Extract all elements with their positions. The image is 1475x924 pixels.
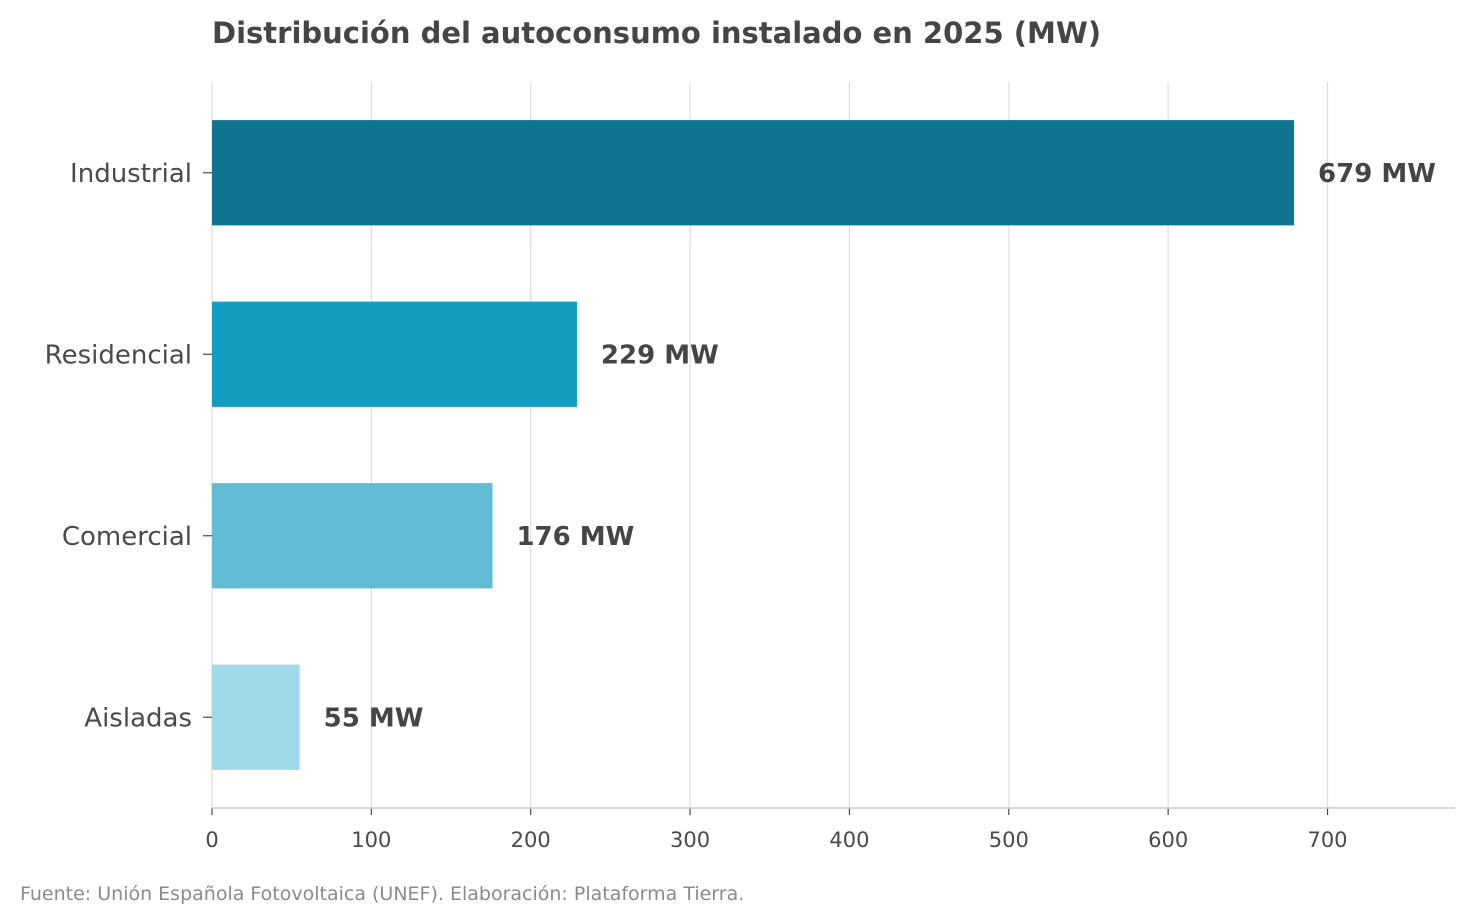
bar-industrial bbox=[212, 120, 1295, 226]
x-tick-label: 400 bbox=[829, 828, 869, 852]
bar-comercial bbox=[212, 483, 493, 589]
category-label: Industrial bbox=[70, 159, 192, 189]
x-tick-label: 600 bbox=[1148, 828, 1188, 852]
x-tick-label: 200 bbox=[511, 828, 551, 852]
chart-title: Distribución del autoconsumo instalado e… bbox=[212, 16, 1101, 50]
x-tick-label: 300 bbox=[670, 828, 710, 852]
category-label: Aisladas bbox=[84, 703, 192, 733]
bar-residencial bbox=[212, 301, 577, 407]
category-label: Comercial bbox=[62, 522, 192, 552]
data-label: 55 MW bbox=[324, 703, 424, 733]
data-label: 679 MW bbox=[1318, 159, 1436, 189]
x-tick-label: 100 bbox=[351, 828, 391, 852]
x-tick-label: 700 bbox=[1307, 828, 1347, 852]
data-label: 176 MW bbox=[516, 522, 634, 552]
bar-aisladas bbox=[212, 664, 300, 770]
x-tick-label: 500 bbox=[989, 828, 1029, 852]
x-tick-label: 0 bbox=[205, 828, 218, 852]
bars: 679 MW 229 MW 176 MW 55 MW bbox=[212, 120, 1436, 770]
source-note: Fuente: Unión Española Fotovoltaica (UNE… bbox=[20, 883, 744, 905]
data-label: 229 MW bbox=[601, 340, 719, 370]
category-label: Residencial bbox=[45, 340, 192, 370]
axes: 0 100 200 300 400 500 600 700 Industrial Residenc… bbox=[45, 159, 1455, 852]
